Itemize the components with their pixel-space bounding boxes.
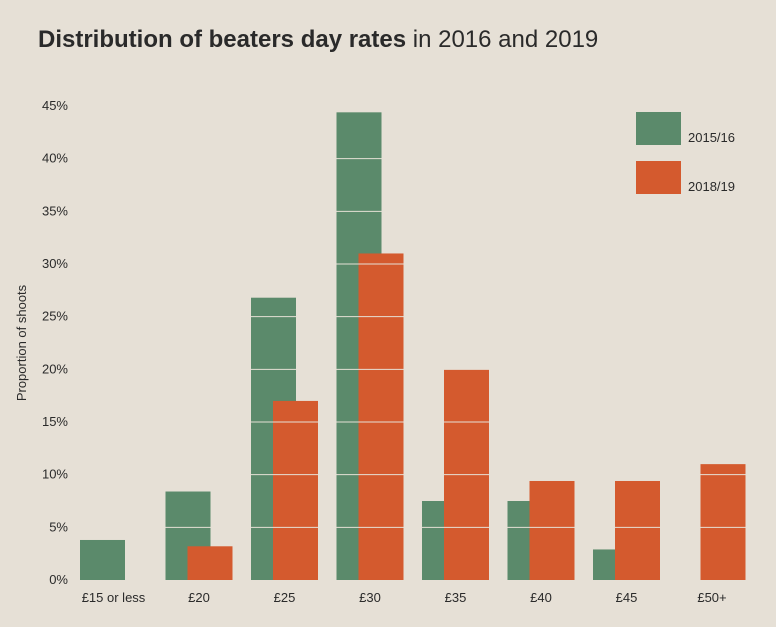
legend-label-2015/16: 2015/16 bbox=[688, 130, 735, 145]
y-tick-label: 40% bbox=[42, 151, 68, 166]
x-tick-label: £25 bbox=[274, 590, 296, 605]
y-tick-label: 25% bbox=[42, 309, 68, 324]
legend-swatch-2018/19 bbox=[636, 161, 681, 194]
y-tick-label: 35% bbox=[42, 203, 68, 218]
chart-title-bold: Distribution of beaters day rates bbox=[38, 26, 407, 53]
x-tick-label: £20 bbox=[188, 590, 210, 605]
bar-2018/19-6 bbox=[615, 480, 660, 580]
legend-swatch-2015/16 bbox=[636, 112, 681, 145]
chart-title-rest: in 2016 and 2019 bbox=[406, 26, 599, 53]
x-tick-label: £40 bbox=[530, 590, 552, 605]
y-tick-label: 20% bbox=[42, 361, 68, 376]
x-tick-label: £50+ bbox=[697, 590, 726, 605]
bar-2018/19-1 bbox=[187, 546, 233, 580]
x-tick-label: £45 bbox=[616, 590, 638, 605]
x-tick-label: £15 or less bbox=[82, 590, 146, 605]
legend-label-2018/19: 2018/19 bbox=[688, 179, 735, 194]
bar-2018/19-3 bbox=[358, 253, 404, 580]
y-tick-label: 45% bbox=[42, 98, 68, 113]
bar-2018/19-7 bbox=[700, 464, 746, 580]
y-tick-label: 0% bbox=[49, 572, 68, 587]
chart-title: Distribution of beaters day rates in 201… bbox=[38, 26, 598, 54]
y-tick-label: 30% bbox=[42, 256, 68, 271]
y-tick-label: 10% bbox=[42, 467, 68, 482]
x-tick-label: £35 bbox=[445, 590, 467, 605]
bar-2015/16-0 bbox=[80, 539, 125, 580]
y-tick-label: 5% bbox=[49, 519, 68, 534]
y-axis-label: Proportion of shoots bbox=[14, 284, 29, 401]
y-tick-label: 15% bbox=[42, 414, 68, 429]
bar-2018/19-5 bbox=[529, 480, 575, 580]
x-tick-label: £30 bbox=[359, 590, 381, 605]
bar-2018/19-2 bbox=[273, 400, 318, 580]
